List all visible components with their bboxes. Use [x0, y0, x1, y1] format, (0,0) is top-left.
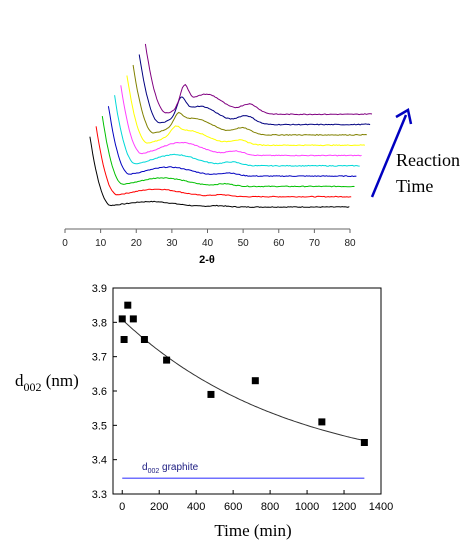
d002-data-points: [118, 301, 368, 446]
d002-ticks: 0 200 400 600 800 1000 1200 1400 3.3 3.4 3.5 3.6 3.7…: [92, 283, 394, 513]
graphite-reference-label: d002 graphite: [142, 462, 199, 475]
d002-x-tick-label: 200: [150, 501, 168, 513]
d002-y-tick-label: 3.6: [92, 386, 107, 398]
d002-x-tick-label: 1200: [332, 501, 356, 513]
reaction-label-line1: Reaction: [396, 150, 460, 170]
reaction-label-line2: Time: [396, 176, 433, 196]
xrd-x-tick-label: 70: [309, 238, 321, 249]
xrd-x-tick-label: 50: [238, 238, 250, 249]
d002-y-tick-label: 3.5: [92, 420, 107, 432]
d002-data-point: [251, 377, 259, 385]
xrd-series-line: [114, 95, 360, 167]
d002-y-tick-label: 3.4: [92, 455, 107, 467]
d002-data-point: [163, 356, 171, 364]
d002-data-point: [120, 336, 128, 343]
d002-data-point: [360, 439, 368, 446]
xrd-x-tick-label: 30: [166, 238, 178, 249]
xrd-x-axis-label: 2-θ: [199, 254, 215, 266]
d002-data-point: [140, 336, 148, 343]
d002-graphite-reference: d002 graphite: [122, 462, 365, 479]
xrd-x-tick-label: 10: [95, 238, 107, 249]
d002-y-tick-label: 3.7: [92, 352, 107, 364]
xrd-series-line: [132, 64, 367, 136]
xrd-series-line: [89, 136, 350, 208]
reaction-time-arrowhead: [395, 108, 413, 125]
d002-data-point: [318, 418, 326, 426]
d002-y-tick-label: 3.9: [92, 283, 107, 295]
d002-y-axis-label: d002 (nm): [15, 371, 79, 394]
d002-fit-line: [121, 319, 367, 442]
xrd-series-line: [101, 116, 355, 188]
xrd-series-line: [144, 43, 373, 116]
xrd-x-tick-label: 20: [131, 238, 143, 249]
xrd-series-line: [138, 54, 371, 126]
xrd-series-line: [95, 126, 352, 198]
d002-plot-frame: [112, 287, 382, 495]
xrd-chart: 0 10 20 30 40 50 60 70 80 2-θ Reaction Time: [62, 43, 460, 266]
d002-x-tick-label: 1400: [369, 501, 393, 513]
d002-x-tick-label: 800: [261, 501, 279, 513]
d002-data-point: [124, 301, 132, 309]
xrd-x-tick-label: 40: [202, 238, 214, 249]
xrd-x-tick-label: 0: [62, 238, 68, 249]
d002-x-axis-label: Time (min): [214, 521, 291, 540]
reaction-time-arrow: [370, 114, 408, 198]
xrd-curves: [89, 43, 373, 208]
d002-data-point: [129, 315, 137, 323]
xrd-x-ticks: 0 10 20 30 40 50 60 70 80: [62, 229, 356, 249]
d002-y-tick-label: 3.3: [92, 489, 107, 501]
d002-y-tick-label: 3.8: [92, 317, 107, 329]
xrd-series-line: [120, 85, 362, 157]
xrd-x-tick-label: 60: [273, 238, 285, 249]
d002-fit-curve: [121, 319, 367, 442]
xrd-series-line: [126, 75, 366, 147]
d002-x-tick-label: 400: [187, 501, 205, 513]
xrd-x-tick-label: 80: [344, 238, 356, 249]
d002-data-point: [207, 390, 215, 398]
xrd-series-line: [107, 106, 357, 178]
d002-x-tick-label: 600: [224, 501, 242, 513]
d002-data-point: [118, 315, 126, 323]
d002-x-tick-label: 1000: [295, 501, 319, 513]
d002-x-tick-label: 0: [119, 501, 125, 513]
